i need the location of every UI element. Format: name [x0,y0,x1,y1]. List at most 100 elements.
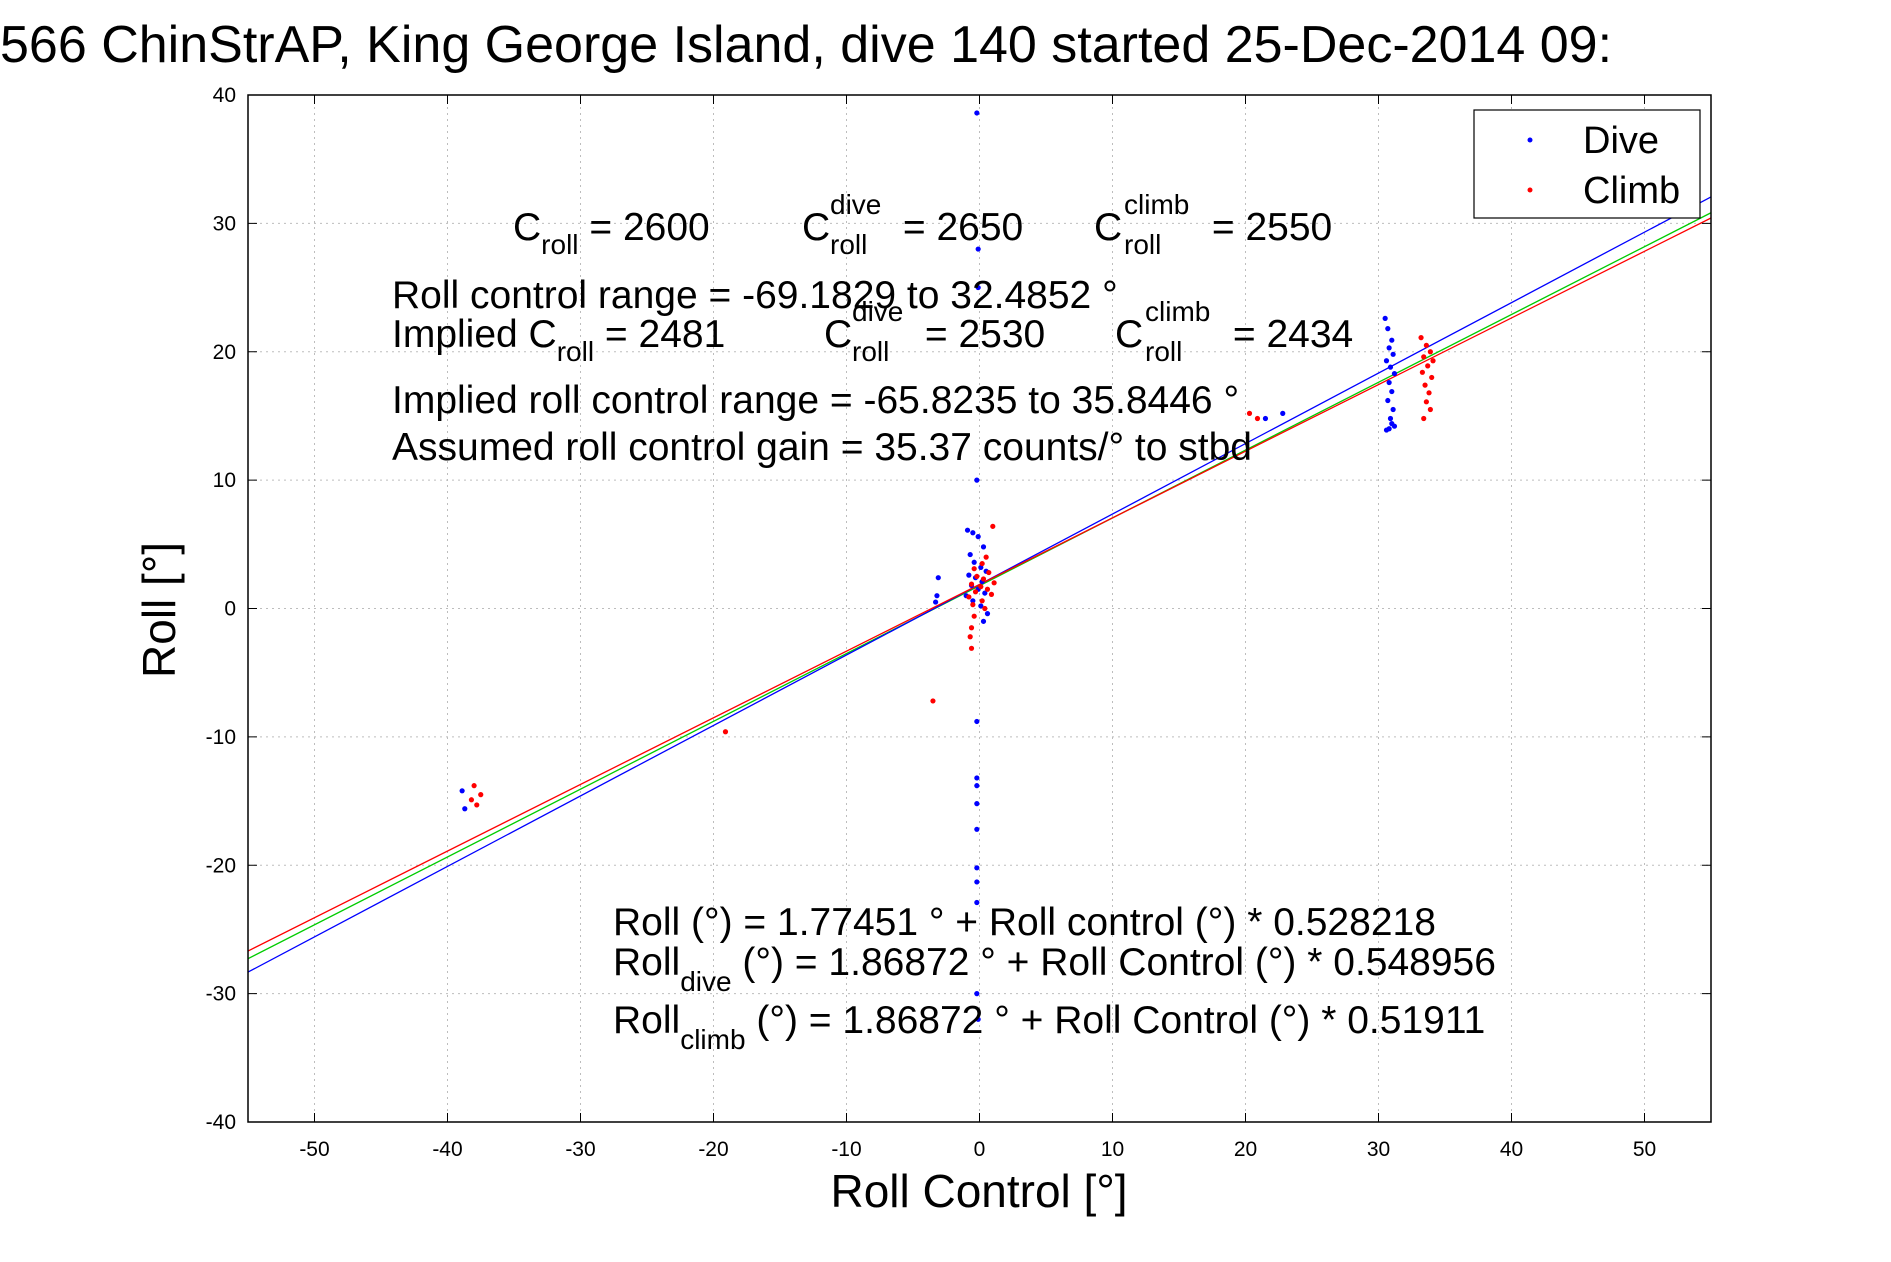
fit-equation-all: Roll (°) = 1.77451 ° + Roll control (°) … [613,901,1436,944]
fit-equation-climb: Rollclimb (°) = 1.86872 ° + Roll Control… [613,999,1485,1055]
data-point-dive [970,598,976,604]
data-point-climb [971,613,977,619]
data-point-climb [968,581,975,587]
chart-title: 566 ChinStrAP, King George Island, dive … [0,16,1612,74]
data-point-dive [1389,388,1395,395]
data-point-climb [968,625,975,631]
data-point-climb [474,802,480,808]
data-point-climb [1254,415,1261,422]
data-point-dive [980,618,987,624]
data-point-dive [978,603,984,609]
x-tick-label: 30 [1367,1138,1390,1161]
data-point-climb [978,584,984,590]
data-point-dive [1280,410,1286,416]
data-point-dive [970,530,976,536]
data-point-dive [966,572,972,578]
data-point-dive [982,590,988,596]
data-point-climb [1422,382,1428,388]
y-tick-label: 20 [213,341,236,364]
data-point-climb [1425,363,1431,369]
data-point-climb [974,573,980,580]
data-point-dive [974,718,980,725]
data-point-dive [974,783,980,789]
data-point-climb [1427,406,1433,413]
data-point-dive [984,611,991,617]
data-point-dive [967,551,973,558]
fit-equation-dive: Rolldive (°) = 1.86872 ° + Roll Control … [613,941,1496,997]
y-tick-label: -20 [206,854,236,877]
x-tick-label: 10 [1101,1138,1124,1161]
data-point-dive [974,826,980,832]
data-point-dive [1385,326,1391,332]
data-point-dive [462,806,468,812]
data-point-dive [1262,415,1269,422]
data-point-dive [974,110,980,116]
annotations: Croll = 2600 Cdive roll = 2650 Cclimb roll… [392,189,1496,1055]
data-point-dive [974,991,980,997]
data-point-dive [1382,315,1388,321]
data-point-climb [1421,354,1427,360]
legend-dive-label: Dive [1583,120,1659,162]
y-axis-label: Roll [°] [133,542,185,678]
data-point-dive [934,593,940,599]
data-point-dive [1386,345,1392,351]
data-point-climb [1423,342,1429,348]
y-tick-label: -40 [206,1111,236,1134]
data-point-climb [979,598,985,604]
data-point-dive [1390,406,1396,413]
data-point-climb [471,783,477,789]
legend-climb-marker [1527,187,1533,193]
data-point-dive [1383,427,1390,433]
data-point-climb [1426,390,1432,396]
data-point-dive [1385,397,1391,404]
x-tick-label: -20 [698,1138,728,1161]
x-tick-label: 20 [1234,1138,1257,1161]
data-point-climb [468,797,475,803]
data-point-climb [972,589,979,595]
data-point-dive [1387,364,1394,370]
c-roll-line: Croll = 2600 Cdive roll = 2650 Cclimb roll… [513,189,1332,260]
data-point-dive [974,865,980,871]
x-tick-label: 40 [1500,1138,1523,1161]
y-tick-label: 0 [224,598,236,621]
legend-box [1473,109,1701,219]
legend-dive-marker [1527,137,1533,143]
data-points [459,110,1436,1022]
data-point-dive [1389,337,1395,343]
x-tick-label: 50 [1633,1138,1656,1161]
data-point-climb [982,605,988,612]
x-tick-label: -10 [831,1138,861,1161]
data-point-climb [1418,335,1424,341]
data-point-climb [1246,410,1253,416]
y-tick-label: 10 [213,469,236,492]
legend-climb-label: Climb [1583,170,1680,212]
data-point-dive [1391,423,1398,429]
data-point-dive [459,788,465,794]
data-point-climb [1430,358,1436,364]
data-point-dive [935,575,941,581]
data-point-dive [1383,358,1390,364]
x-tick-label: 0 [974,1138,986,1161]
data-point-dive [975,534,981,540]
data-point-climb [722,729,729,735]
data-point-climb [990,523,996,529]
data-point-dive [975,246,981,252]
data-point-climb [1421,415,1427,422]
range-text: Roll control range = -69.1829 to 32.4852… [392,274,1118,317]
y-tick-label: 30 [213,212,236,235]
data-point-dive [974,899,980,906]
data-point-climb [971,566,977,572]
y-tick-label: 40 [213,84,236,107]
data-point-dive [964,527,971,533]
data-point-dive [974,801,980,807]
implied-c-line: Implied Croll = 2481 Cdive roll = 2530 Cc… [392,296,1353,367]
data-point-climb [984,586,991,592]
x-tick-label: -40 [432,1138,462,1161]
data-point-climb [988,591,995,597]
data-point-dive [974,879,980,885]
implied-range-text: Implied roll control range = -65.8235 to… [392,379,1239,422]
data-point-dive [971,559,977,565]
data-point-dive [1390,351,1396,357]
data-point-dive [980,544,987,550]
